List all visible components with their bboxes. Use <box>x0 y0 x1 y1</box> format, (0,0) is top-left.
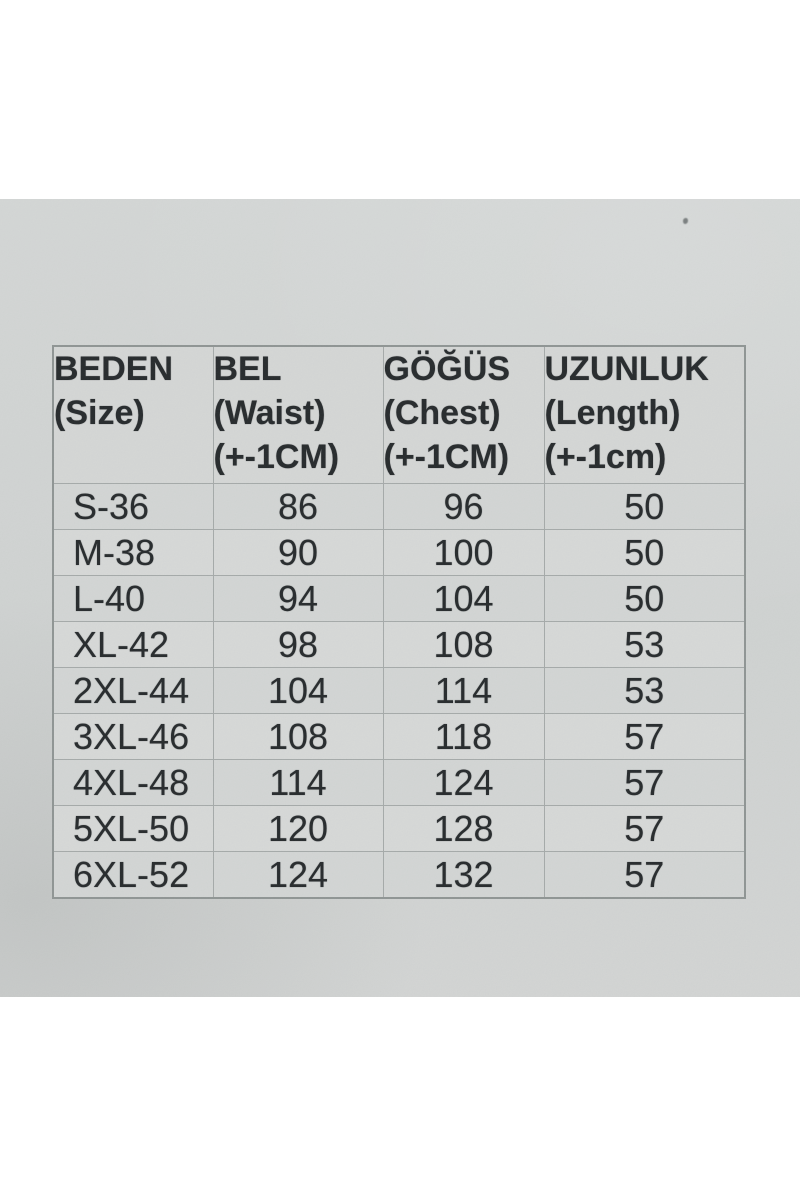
size-cell: 5XL-50 <box>52 805 214 852</box>
chest-cell: 124 <box>382 759 545 806</box>
length-cell: 53 <box>543 667 746 714</box>
table-row: 6XL-52 124 132 57 <box>52 851 746 899</box>
size-cell: XL-42 <box>52 621 214 668</box>
length-cell: 53 <box>543 621 746 668</box>
header-waist-subtitle: (Waist) <box>213 394 326 432</box>
chest-cell: 100 <box>382 529 545 576</box>
chest-cell: 114 <box>382 667 545 714</box>
header-size-title: BEDEN <box>54 350 174 388</box>
header-length-tolerance: (+-1cm) <box>544 438 667 476</box>
chest-cell: 128 <box>382 805 545 852</box>
table-header: BEDEN (Size) BEL (Waist) (+-1CM) GÖĞÜS (… <box>52 345 746 484</box>
size-chart-table: BEDEN (Size) BEL (Waist) (+-1CM) GÖĞÜS (… <box>52 345 746 899</box>
chest-cell: 132 <box>382 851 545 899</box>
waist-cell: 124 <box>212 851 384 899</box>
length-cell: 57 <box>543 851 746 899</box>
waist-cell: 98 <box>212 621 384 668</box>
header-chest-title: GÖĞÜS <box>383 350 511 388</box>
waist-cell: 120 <box>212 805 384 852</box>
header-length-title: UZUNLUK <box>544 350 709 388</box>
header-cell-waist: BEL (Waist) (+-1CM) <box>212 345 384 484</box>
table-row: XL-42 98 108 53 <box>52 621 746 668</box>
size-cell: 3XL-46 <box>52 713 214 760</box>
length-cell: 57 <box>543 759 746 806</box>
table-row: 4XL-48 114 124 57 <box>52 759 746 806</box>
waist-cell: 90 <box>212 529 384 576</box>
header-row: BEDEN (Size) BEL (Waist) (+-1CM) GÖĞÜS (… <box>52 345 746 484</box>
table-row: 3XL-46 108 118 57 <box>52 713 746 760</box>
header-chest-subtitle: (Chest) <box>383 394 501 432</box>
length-cell: 57 <box>543 713 746 760</box>
chest-cell: 108 <box>382 621 545 668</box>
chest-cell: 104 <box>382 575 545 622</box>
table-row: M-38 90 100 50 <box>52 529 746 576</box>
waist-cell: 86 <box>212 483 384 530</box>
size-cell: S-36 <box>52 483 214 530</box>
size-cell: 2XL-44 <box>52 667 214 714</box>
header-cell-size: BEDEN (Size) <box>52 345 214 484</box>
waist-cell: 114 <box>212 759 384 806</box>
chest-cell: 96 <box>382 483 545 530</box>
header-length-subtitle: (Length) <box>544 394 681 432</box>
table-body: S-36 86 96 50 M-38 90 100 50 L-40 94 104… <box>52 483 746 899</box>
header-waist-title: BEL <box>213 350 282 388</box>
chest-cell: 118 <box>382 713 545 760</box>
waist-cell: 94 <box>212 575 384 622</box>
size-cell: M-38 <box>52 529 214 576</box>
waist-cell: 108 <box>212 713 384 760</box>
header-chest-tolerance: (+-1CM) <box>383 438 510 476</box>
table-row: 5XL-50 120 128 57 <box>52 805 746 852</box>
header-waist-tolerance: (+-1CM) <box>213 438 340 476</box>
waist-cell: 104 <box>212 667 384 714</box>
table-row: 2XL-44 104 114 53 <box>52 667 746 714</box>
size-cell: 4XL-48 <box>52 759 214 806</box>
table-row: L-40 94 104 50 <box>52 575 746 622</box>
length-cell: 50 <box>543 575 746 622</box>
size-cell: 6XL-52 <box>52 851 214 899</box>
header-size-subtitle: (Size) <box>54 394 145 432</box>
length-cell: 57 <box>543 805 746 852</box>
size-cell: L-40 <box>52 575 214 622</box>
header-cell-length: UZUNLUK (Length) (+-1cm) <box>543 345 746 484</box>
table-row: S-36 86 96 50 <box>52 483 746 530</box>
length-cell: 50 <box>543 483 746 530</box>
header-cell-chest: GÖĞÜS (Chest) (+-1CM) <box>382 345 545 484</box>
length-cell: 50 <box>543 529 746 576</box>
